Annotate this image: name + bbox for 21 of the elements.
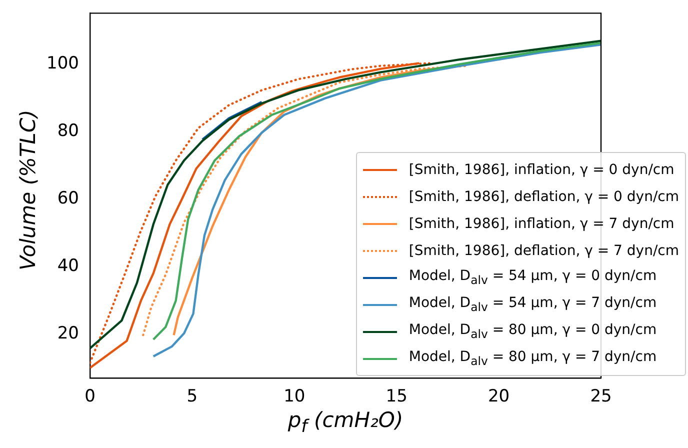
x-tick-label: 15 (386, 386, 408, 407)
y-tick-label: 20 (57, 324, 79, 344)
y-tick-label: 60 (57, 188, 79, 208)
x-tick-label: 25 (590, 386, 612, 407)
x-axis-title: p$_{f}$ (cmH₂O) (286, 408, 404, 438)
legend-label: Model, D$_{alv}$ = 80 μm, γ = 7 dyn/cm (408, 349, 657, 368)
y-tick-label: 40 (57, 256, 79, 276)
x-tick-label: 0 (84, 386, 96, 407)
legend-label: Model, D$_{alv}$ = 80 μm, γ = 0 dyn/cm (408, 322, 657, 341)
x-tick-label: 10 (284, 386, 306, 407)
y-tick-label: 80 (57, 120, 79, 141)
legend-label: [Smith, 1986], deflation, γ = 7 dyn/cm (408, 242, 679, 258)
legend-label: [Smith, 1986], deflation, γ = 0 dyn/cm (408, 188, 679, 204)
x-tick-label: 5 (186, 386, 198, 407)
legend-label: [Smith, 1986], inflation, γ = 7 dyn/cm (408, 216, 674, 232)
legend-label: [Smith, 1986], inflation, γ = 0 dyn/cm (408, 162, 674, 178)
x-tick-label: 20 (488, 386, 510, 407)
y-tick-label: 100 (46, 53, 79, 74)
legend-label: Model, D$_{alv}$ = 54 μm, γ = 0 dyn/cm (408, 268, 657, 287)
y-axis-title: Volume (%TLC) (16, 110, 40, 270)
legend-label: Model, D$_{alv}$ = 54 μm, γ = 7 dyn/cm (408, 295, 657, 314)
